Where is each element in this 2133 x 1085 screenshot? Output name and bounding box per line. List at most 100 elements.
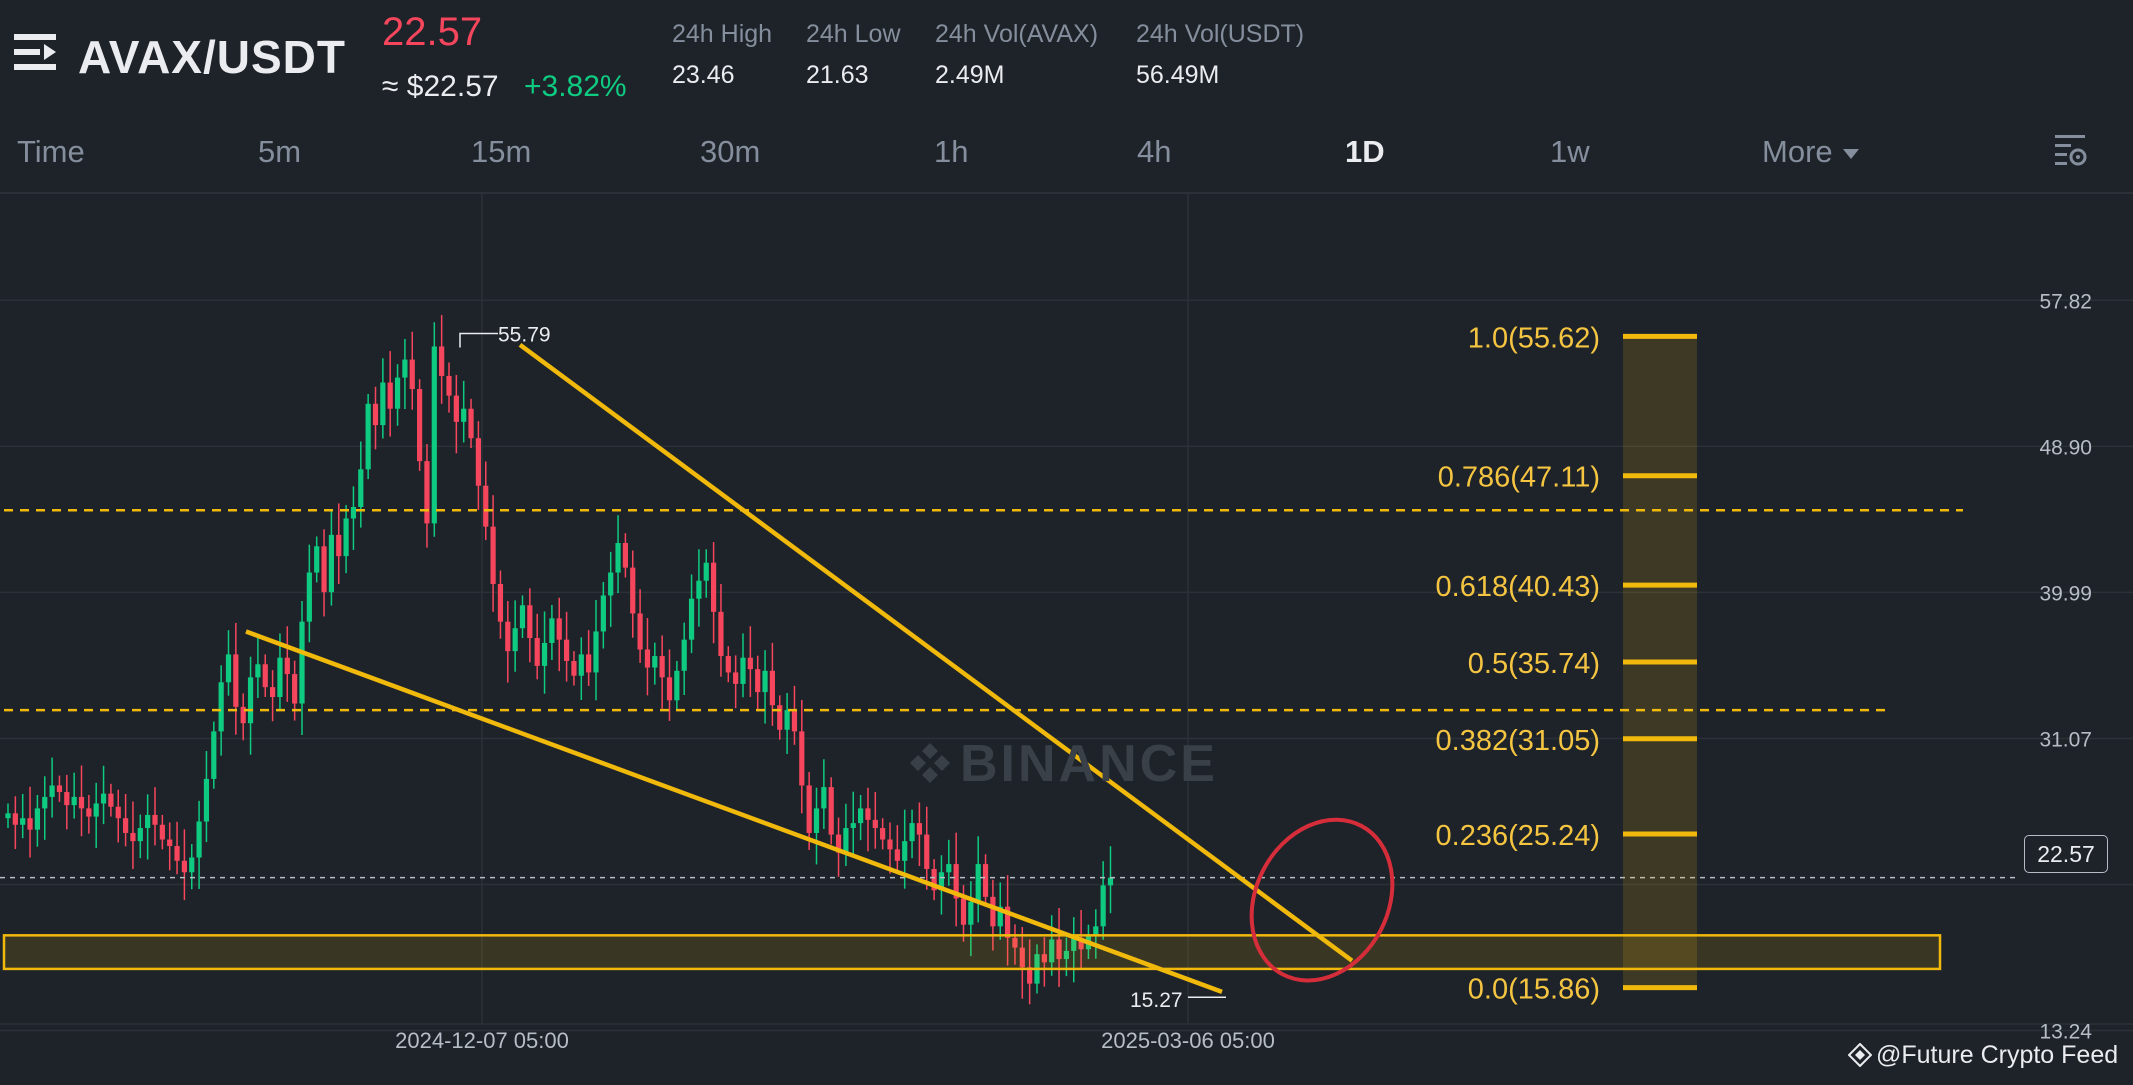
candle-body [1027,967,1033,984]
candle-body [718,611,724,657]
candle-body [34,808,40,830]
tab-4h[interactable]: 4h [1137,134,1172,169]
candle-body [255,664,261,678]
candle-body [938,872,945,891]
price-tick-label: 13.24 [2039,1021,2092,1044]
candle-body [975,864,981,902]
candle-body [123,818,129,833]
tab-15m[interactable]: 15m [471,134,532,169]
candle-body [27,818,33,830]
fib-level-label: 0.0(15.86) [1468,974,1600,1006]
high-marker-label: 55.79 [498,324,551,347]
tab-5m[interactable]: 5m [258,134,302,169]
support-zone-box [2,934,1942,971]
candle-body [446,375,452,396]
candle-body [497,583,504,622]
candle-body [49,785,55,797]
stat-value: 56.49M [1136,61,1220,89]
candle-body [960,898,967,925]
candle-body [483,485,489,527]
candle-body [512,628,518,652]
candle-body [211,731,217,779]
candle-body [159,824,165,840]
source-credit: @Future Crypto Feed [1847,1041,2118,1070]
candle-body [674,670,680,701]
candle-body [453,395,459,422]
candle-body [1071,937,1077,951]
chart-settings-icon[interactable] [2052,132,2088,168]
candle-body [931,868,937,891]
pair-name[interactable]: AVAX/USDT [78,31,346,83]
price-tick-label: 31.07 [2039,728,2092,751]
price-tick-label: 39.99 [2039,582,2092,605]
candle-body [42,796,48,809]
candle-body [56,785,63,793]
candle-body [894,849,900,861]
candle-body [490,526,496,584]
fib-level-label: 0.618(40.43) [1436,571,1600,603]
candle-body [145,814,151,829]
fib-level-label: 0.786(47.11) [1438,462,1600,494]
candle-body [806,785,812,833]
candle-body [578,654,584,676]
candle-body [725,656,731,673]
stat-24h-high: 24h High 23.46 [672,20,772,90]
candle-body [909,823,915,842]
candle-body [527,605,533,639]
usd-approx-price: ≈ $22.57 [382,70,499,103]
candle-body [608,572,614,596]
candle-body [167,839,173,847]
candle-body [541,642,548,666]
price-tick-label: 48.90 [2039,436,2092,459]
candle-body [564,639,570,661]
candle-body [703,562,709,581]
candle-body [100,793,107,804]
candle-body [1078,937,1084,950]
tab-time[interactable]: Time [17,134,85,169]
tab-1w[interactable]: 1w [1550,134,1590,169]
tab-1h[interactable]: 1h [934,134,969,169]
tab-1d[interactable]: 1D [1345,134,1385,169]
candle-body [593,631,599,673]
candle-body [475,438,481,486]
price-tick-label: 57.82 [2039,290,2092,313]
stat-value: 2.49M [935,61,1005,89]
candle-body [997,906,1003,927]
binance-logo-icon [910,743,950,783]
candle-body [652,656,658,668]
chart-area[interactable]: 1.0(55.62) 0.786(47.11) 0.618(40.43) 0.5(35… [0,186,2133,1080]
change-percent: +3.82% [524,70,627,103]
date-tick-label: 2024-12-07 05:00 [395,1028,569,1053]
candle-body [924,834,930,869]
tab-more[interactable]: More [1762,134,1859,170]
candle-body [784,710,790,730]
candlestick-chart[interactable]: 1.0(55.62) 0.786(47.11) 0.618(40.43) 0.5(35… [0,186,2133,1080]
candle-body [733,672,739,684]
candle-body [946,864,952,873]
stat-24h-vol-usdt: 24h Vol(USDT) 56.49M [1136,20,1304,90]
candle-body [424,461,430,524]
candle-body [152,814,158,825]
candle-body [358,469,364,507]
menu-icon[interactable] [14,32,56,72]
candle-body [336,534,342,557]
candle-body [86,808,92,817]
candle-body [696,580,702,599]
candle-body [417,389,423,462]
candle-body [439,346,445,376]
candle-body [777,705,783,730]
stat-label: 24h High [672,20,773,48]
candle-body [872,819,878,829]
candle-body [343,518,349,557]
candle-body [902,841,908,861]
candle-body [982,864,989,897]
candle-body [431,346,437,524]
stat-label: 24h Vol(AVAX) [935,20,1099,48]
tab-more-label: More [1762,134,1833,169]
candle-body [1005,906,1011,938]
candle-body [843,828,849,853]
candle-body [666,677,673,701]
tab-30m[interactable]: 30m [700,134,761,169]
candle-body [262,664,268,688]
candle-body [372,403,379,426]
